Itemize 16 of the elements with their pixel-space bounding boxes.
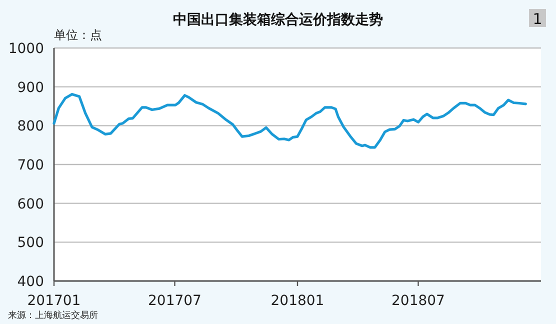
y-tick-label: 1000	[8, 41, 44, 57]
text: 1	[532, 10, 542, 28]
y-tick-label: 500	[17, 235, 44, 252]
chart-title: 中国出口集装箱综合运价指数走势	[173, 11, 383, 28]
y-tick-label: 400	[17, 274, 44, 290]
source-note: 来源：上海航运交易所	[8, 310, 98, 321]
x-tick-label: 201807	[392, 293, 445, 309]
y-tick-label: 800	[17, 118, 44, 135]
y-axis-title: 单位：点	[54, 28, 102, 42]
x-tick-label: 201701	[27, 293, 81, 309]
y-tick-label: 700	[17, 158, 44, 174]
x-tick-label: 201707	[148, 293, 202, 309]
line-series	[52, 92, 527, 149]
x-tick-label: 201801	[270, 293, 324, 309]
y-tick-label: 900	[17, 80, 44, 96]
y-tick-label: 600	[17, 196, 44, 212]
